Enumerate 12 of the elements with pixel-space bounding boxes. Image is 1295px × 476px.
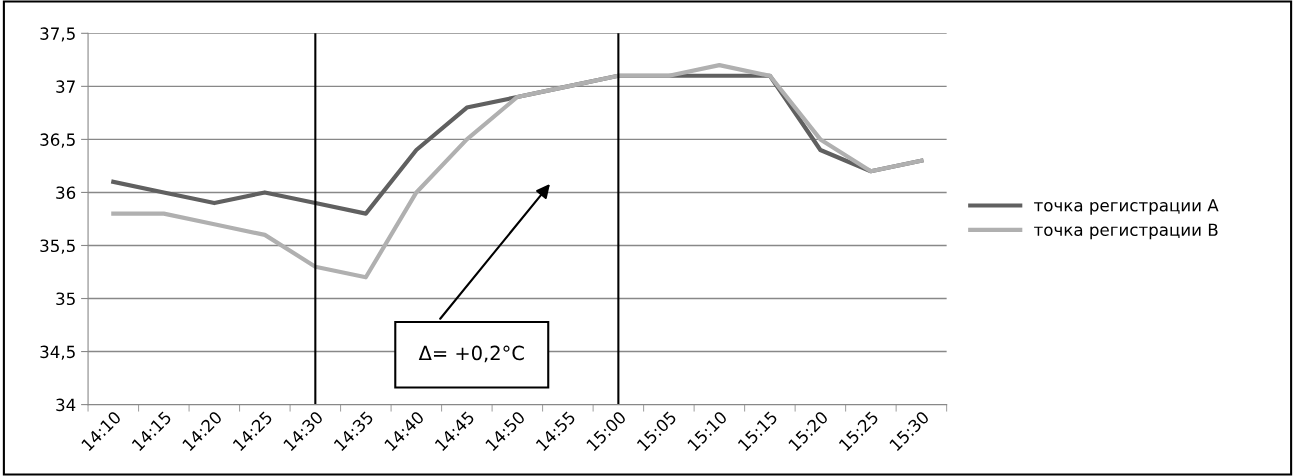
y-tick-label: 36 [56,186,76,200]
line-series [111,63,924,280]
y-tick-label: 36,5 [40,133,75,148]
y-tick-label: 37,5 [40,27,75,42]
annotation: Δ= +0,2°C [418,345,524,363]
y-tick-label: 34 [56,398,76,412]
legend-label: точка регистрации А [1034,199,1219,215]
y-tick-label: 34,5 [40,345,75,360]
legend-label: точка регистрации В [1034,223,1218,240]
y-tick-label: 35 [56,292,75,306]
y-tick-label: 37 [56,80,75,93]
y-tick-label: 35,5 [40,239,75,254]
